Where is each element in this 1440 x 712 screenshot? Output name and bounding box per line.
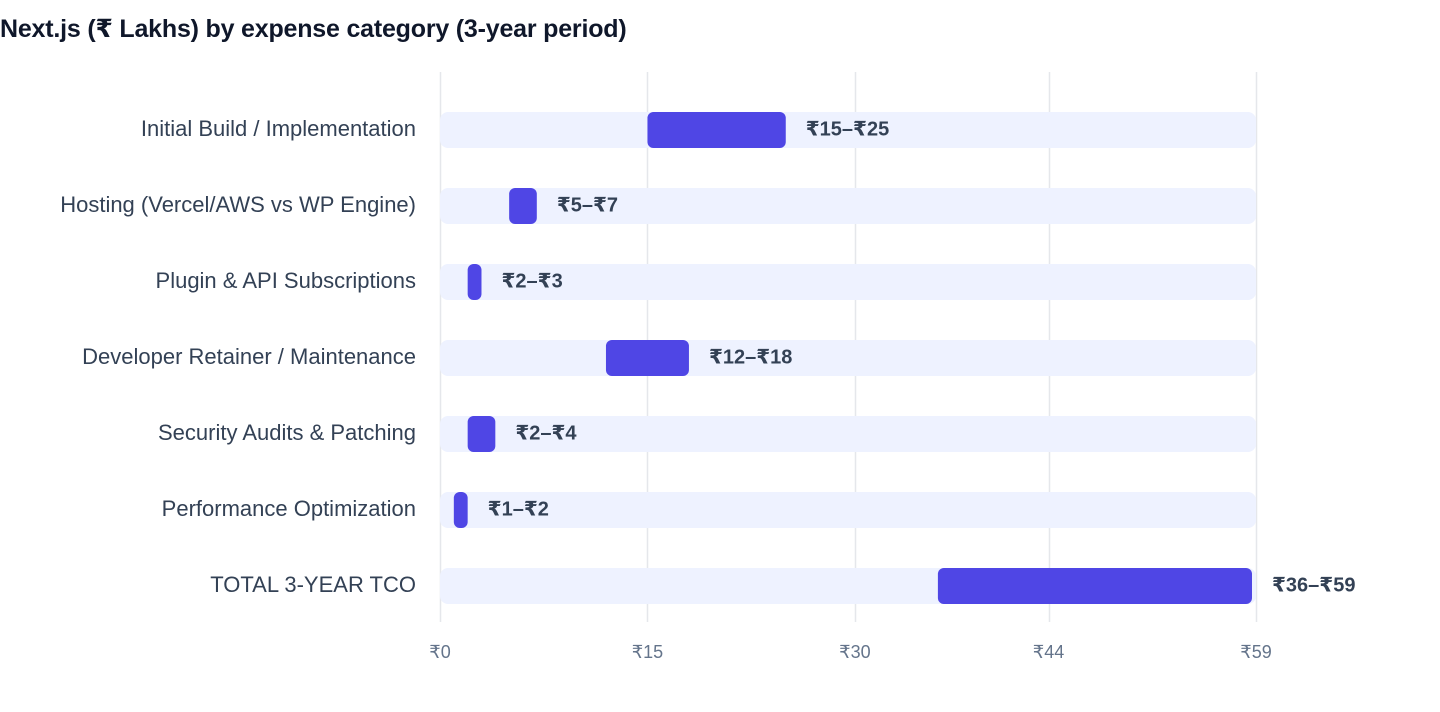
category-label: Hosting (Vercel/AWS vs WP Engine) bbox=[60, 192, 416, 217]
chart-title: Next.js (₹ Lakhs) by expense category (3… bbox=[0, 15, 627, 43]
bar-tracks bbox=[440, 112, 1256, 604]
range-value-label: ₹12–₹18 bbox=[709, 346, 792, 368]
category-label: Plugin & API Subscriptions bbox=[156, 268, 416, 293]
range-bar bbox=[937, 568, 1252, 604]
x-tick-label: ₹59 bbox=[1240, 642, 1271, 662]
bar-track bbox=[440, 340, 1256, 376]
range-bar bbox=[453, 492, 468, 528]
x-axis-ticks: ₹0 ₹15 ₹30 ₹44 ₹59 bbox=[429, 642, 1271, 662]
category-label: Initial Build / Implementation bbox=[141, 116, 416, 141]
bar-track bbox=[440, 416, 1256, 452]
range-value-label: ₹36–₹59 bbox=[1272, 574, 1355, 596]
category-label: Developer Retainer / Maintenance bbox=[82, 344, 416, 369]
range-bars bbox=[453, 112, 1252, 604]
category-label: Performance Optimization bbox=[162, 496, 416, 521]
range-value-label: ₹1–₹2 bbox=[488, 498, 549, 520]
category-label: Security Audits & Patching bbox=[158, 420, 416, 445]
bar-track bbox=[440, 112, 1256, 148]
x-tick-label: ₹15 bbox=[632, 642, 663, 662]
range-bar bbox=[647, 112, 786, 148]
range-value-label: ₹5–₹7 bbox=[557, 194, 618, 216]
range-bar bbox=[605, 340, 689, 376]
bar-track bbox=[440, 492, 1256, 528]
x-tick-label: ₹30 bbox=[839, 642, 870, 662]
x-tick-label: ₹0 bbox=[429, 642, 450, 662]
category-label: TOTAL 3-YEAR TCO bbox=[210, 572, 416, 597]
x-tick-label: ₹44 bbox=[1033, 642, 1064, 662]
range-bar bbox=[509, 188, 537, 224]
range-bar bbox=[467, 416, 496, 452]
bar-track bbox=[440, 264, 1256, 300]
range-value-label: ₹15–₹25 bbox=[806, 118, 889, 140]
range-bar bbox=[467, 264, 482, 300]
category-labels: Initial Build / Implementation Hosting (V… bbox=[60, 116, 416, 597]
value-labels: ₹15–₹25 ₹5–₹7 ₹2–₹3 ₹12–₹18 ₹2–₹4 ₹1–₹2 ₹36–₹5… bbox=[488, 118, 1356, 596]
range-value-label: ₹2–₹4 bbox=[515, 422, 577, 444]
range-value-label: ₹2–₹3 bbox=[501, 270, 562, 292]
bar-track bbox=[440, 188, 1256, 224]
